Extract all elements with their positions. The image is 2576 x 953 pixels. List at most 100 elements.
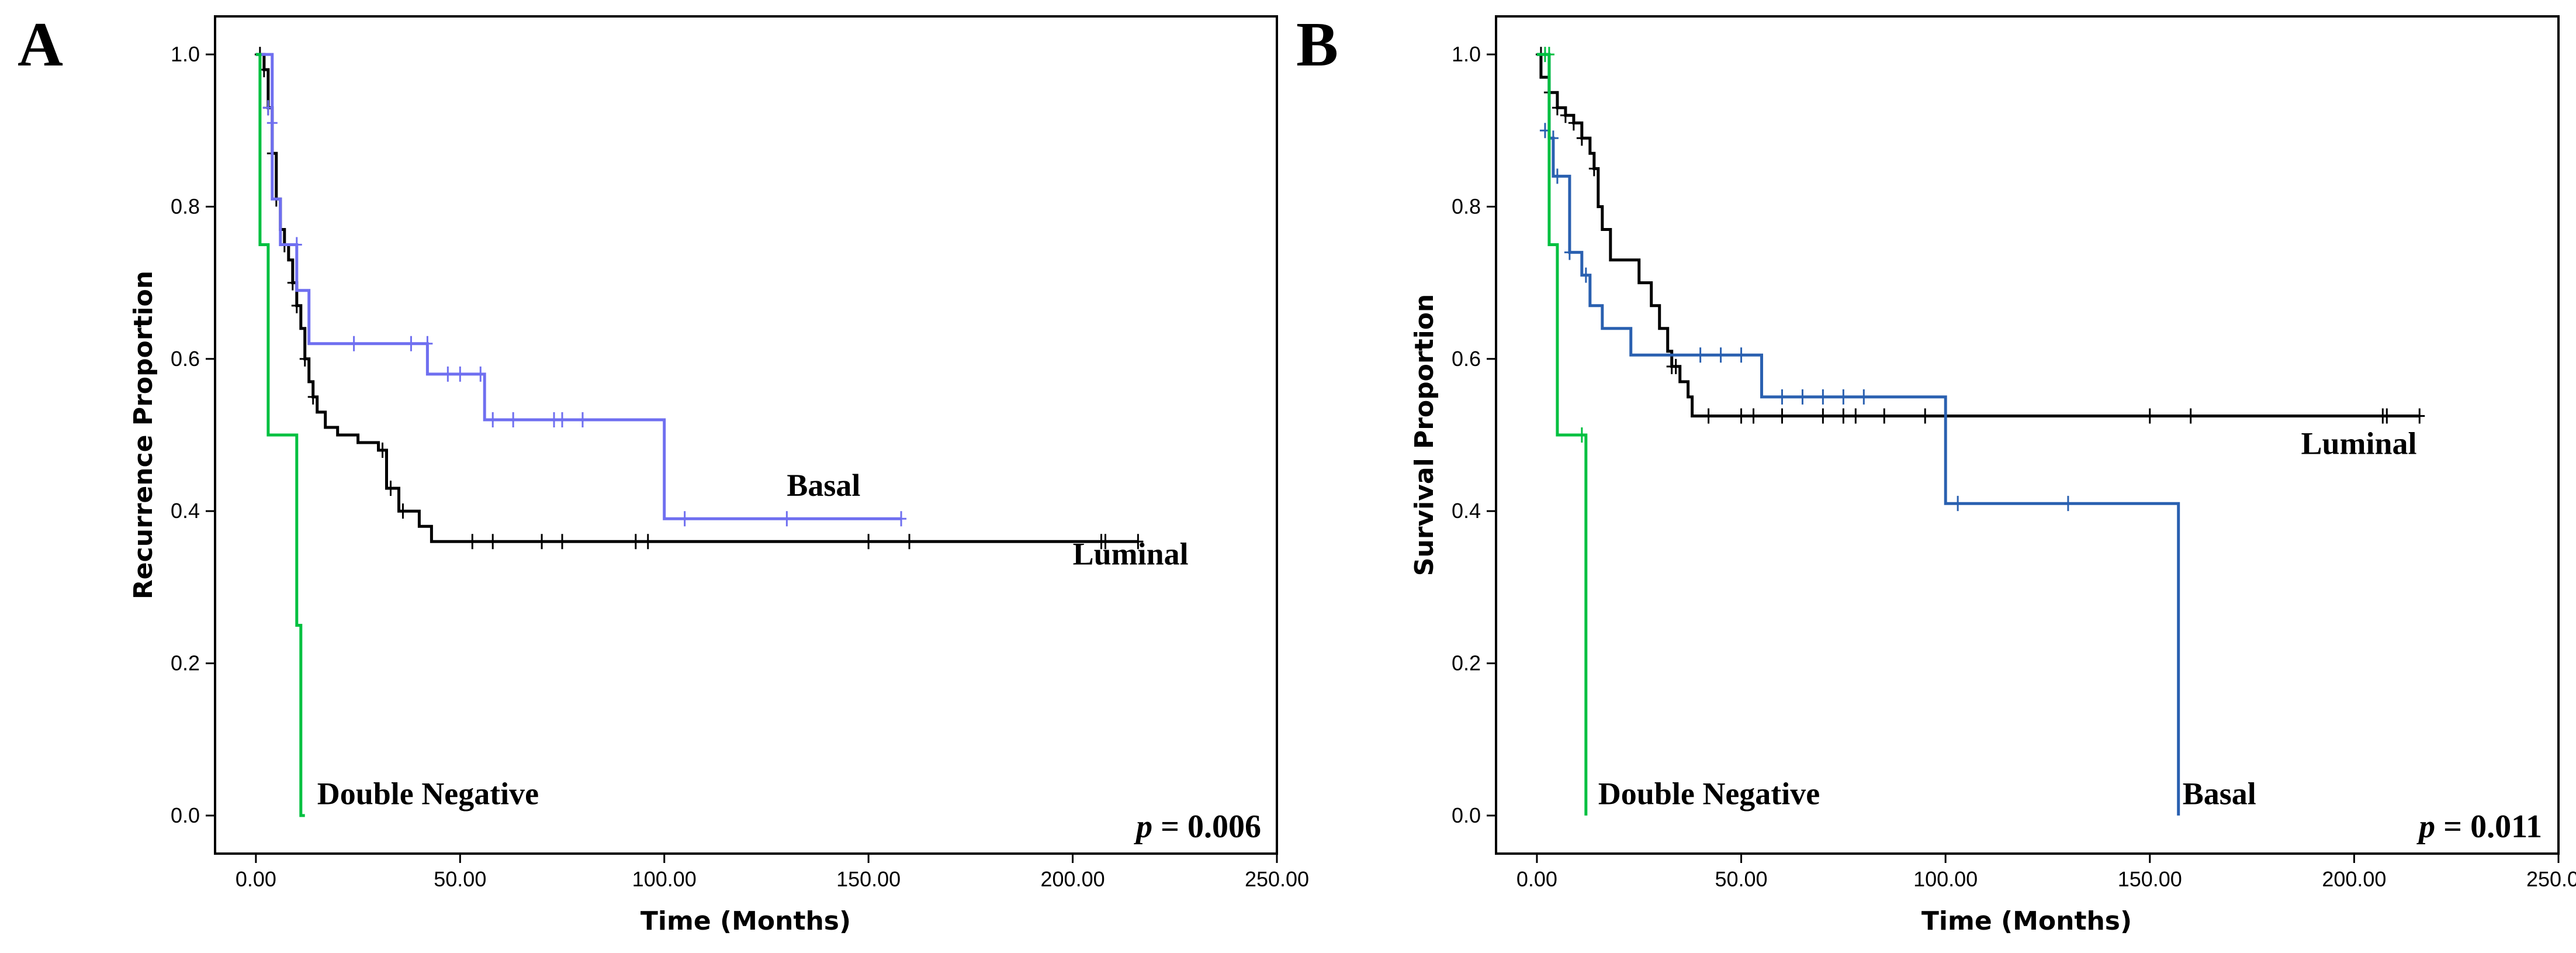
curve-label-basal: Basal xyxy=(2183,776,2256,811)
x-tick-label: 150.00 xyxy=(2118,867,2182,891)
censor-mark-basal xyxy=(348,336,359,351)
x-tick-label: 250.00 xyxy=(2526,867,2576,891)
series-layer-b xyxy=(1535,47,2425,816)
censor-mark-double-negative xyxy=(1576,427,1587,443)
censor-mark-luminal xyxy=(536,534,548,550)
censor-mark-basal xyxy=(487,412,498,427)
p-value-text-a: = 0.006 xyxy=(1152,809,1261,845)
x-axis-title-a: Time (Months) xyxy=(640,906,851,936)
series-line-luminal xyxy=(255,53,1138,543)
p-symbol-b: p xyxy=(2416,809,2435,845)
censor-mark-luminal xyxy=(385,481,396,496)
curve-label-double-negative: Double Negative xyxy=(1598,776,1820,811)
censor-mark-luminal xyxy=(1736,408,1747,424)
censor-mark-basal xyxy=(1858,389,1869,405)
y-tick-label: 0.8 xyxy=(171,194,200,218)
censor-mark-luminal xyxy=(1568,115,1579,131)
censor-mark-basal xyxy=(1736,347,1747,363)
censor-mark-basal xyxy=(1715,347,1726,363)
censor-mark-basal xyxy=(1797,389,1808,405)
y-tick-label: 1.0 xyxy=(1452,42,1481,66)
censor-mark-luminal xyxy=(1920,408,1931,424)
censor-mark-luminal xyxy=(2144,408,2155,424)
censor-mark-basal xyxy=(1580,267,1591,283)
censor-mark-luminal xyxy=(2185,408,2196,424)
curve-labels-b: Luminal Basal Double Negative xyxy=(1598,426,2417,812)
axis-ticks-a: 0.00 50.00 100.00 150.00 200.00 250.00 0.0 0.2 0… xyxy=(171,42,1309,891)
censor-mark-luminal xyxy=(397,503,408,519)
censor-mark-luminal xyxy=(630,534,641,550)
x-tick-label: 150.00 xyxy=(836,867,901,891)
curve-labels-a: Luminal Basal Double Negative xyxy=(317,468,1189,811)
y-tick-label: 0.0 xyxy=(171,803,200,827)
y-tick-label: 1.0 xyxy=(171,42,200,66)
censor-mark-luminal xyxy=(1838,408,1849,424)
censor-mark-basal xyxy=(557,412,568,427)
panel-a: A 0.00 50.00 100.00 150.00 200.00 250.000.00.… xyxy=(18,10,1309,936)
censor-mark-luminal xyxy=(2414,408,2425,424)
censor-mark-basal xyxy=(442,366,453,382)
plot-frame-b xyxy=(1495,15,2560,855)
y-axis-title-a: Recurrence Proportion xyxy=(129,271,158,599)
p-value-text-b: = 0.011 xyxy=(2435,809,2542,845)
censor-mark-luminal xyxy=(1588,161,1599,177)
panel-letter-a: A xyxy=(18,10,63,80)
series-line-basal xyxy=(255,53,902,520)
censor-mark-basal xyxy=(1817,389,1829,405)
panel-letter-b: B xyxy=(1296,10,1338,80)
censor-mark-luminal xyxy=(557,534,568,550)
censor-mark-luminal xyxy=(1777,408,1788,424)
x-tick-label: 0.00 xyxy=(1516,867,1557,891)
censor-mark-basal xyxy=(508,412,519,427)
y-tick-label: 0.6 xyxy=(1452,347,1481,371)
curve-label-basal: Basal xyxy=(787,468,860,503)
censor-mark-luminal xyxy=(377,443,388,458)
censor-mark-luminal xyxy=(1552,100,1563,116)
censor-mark-basal xyxy=(262,100,273,116)
series-line-double-negative xyxy=(255,53,305,817)
curve-label-double-negative: Double Negative xyxy=(317,776,539,811)
censor-mark-basal xyxy=(475,366,486,382)
y-axis-title-b: Survival Proportion xyxy=(1410,294,1439,576)
censor-mark-luminal xyxy=(904,534,915,550)
censor-mark-basal xyxy=(1777,389,1788,405)
curve-label-luminal: Luminal xyxy=(2301,426,2416,461)
y-tick-label: 0.2 xyxy=(1452,651,1481,675)
censor-mark-luminal xyxy=(1703,408,1714,424)
x-tick-label: 250.00 xyxy=(1245,867,1309,891)
series-layer-a xyxy=(254,47,1144,817)
y-tick-label: 0.8 xyxy=(1452,194,1481,218)
y-tick-label: 0.4 xyxy=(171,499,200,523)
x-tick-label: 50.00 xyxy=(434,867,486,891)
censor-mark-luminal xyxy=(487,534,498,550)
censor-mark-basal xyxy=(1695,347,1706,363)
series-line-luminal xyxy=(1536,53,2420,417)
series-line-basal xyxy=(1536,53,2180,816)
p-value-b: p = 0.011 xyxy=(2416,809,2542,845)
x-tick-label: 100.00 xyxy=(1913,867,1978,891)
x-tick-label: 100.00 xyxy=(632,867,697,891)
censor-mark-basal xyxy=(896,511,907,527)
censor-mark-basal xyxy=(2062,496,2073,512)
censor-mark-basal xyxy=(1838,389,1849,405)
y-tick-label: 0.6 xyxy=(171,347,200,371)
censor-mark-basal xyxy=(291,237,302,253)
censor-mark-luminal xyxy=(299,351,310,367)
p-value-a: p = 0.006 xyxy=(1134,809,1261,845)
censor-mark-luminal xyxy=(863,534,874,550)
plot-frame-a xyxy=(214,15,1278,855)
curve-label-luminal: Luminal xyxy=(1073,536,1189,571)
censor-mark-basal xyxy=(422,336,433,351)
censor-mark-basal xyxy=(406,336,417,351)
y-tick-label: 0.0 xyxy=(1452,803,1481,827)
x-axis-title-b: Time (Months) xyxy=(1921,906,2132,936)
censor-mark-luminal xyxy=(1133,534,1144,550)
censor-mark-basal xyxy=(455,366,466,382)
censor-mark-luminal xyxy=(1817,408,1829,424)
censor-mark-luminal xyxy=(1670,358,1681,374)
censor-mark-luminal xyxy=(1879,408,1890,424)
censor-mark-luminal xyxy=(1100,534,1111,550)
censor-mark-basal xyxy=(1952,496,1964,512)
censor-mark-basal xyxy=(1564,244,1575,260)
